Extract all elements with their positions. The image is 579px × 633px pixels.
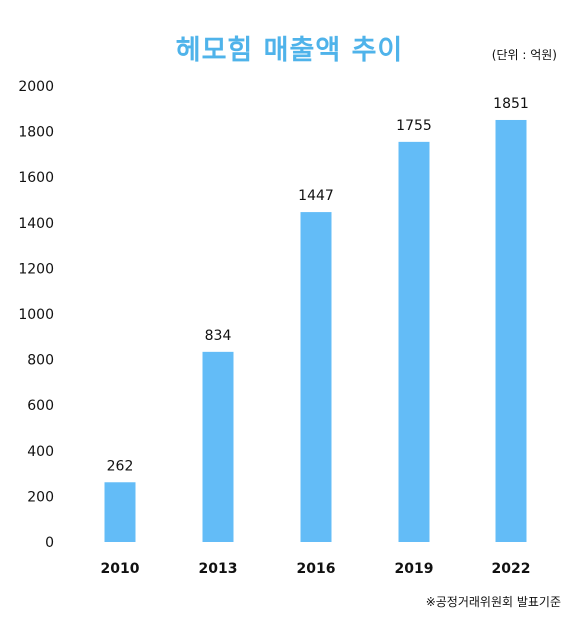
bar-2016 [300, 212, 332, 543]
value-label-2010: 262 [107, 458, 134, 474]
x-tick-label-2013: 2013 [199, 561, 238, 577]
bar-2013 [202, 351, 234, 542]
unit-note: (단위 : 억원) [491, 48, 557, 62]
y-tick-label-1: 200 [27, 489, 54, 505]
value-label-2016: 1447 [298, 188, 334, 204]
y-tick-label-10: 2000 [18, 79, 54, 95]
y-tick-label-3: 600 [27, 398, 54, 414]
y-tick-label-7: 1400 [18, 216, 54, 232]
value-label-2022: 1851 [493, 96, 529, 112]
x-tick-label-2016: 2016 [297, 561, 336, 577]
chart-title: 헤모힘 매출액 추이 [175, 35, 404, 66]
y-tick-label-4: 800 [27, 353, 54, 369]
y-tick-label-8: 1600 [18, 170, 54, 186]
source-note: ※공정거래위원회 발표기준 [425, 595, 561, 609]
bar-2019 [398, 141, 430, 543]
y-tick-label-0: 0 [45, 535, 54, 551]
x-tick-label-2019: 2019 [395, 561, 434, 577]
value-label-2013: 834 [205, 328, 232, 344]
y-tick-label-6: 1200 [18, 261, 54, 277]
y-tick-label-2: 400 [27, 444, 54, 460]
value-label-2019: 1755 [396, 118, 432, 134]
bar-2022 [495, 119, 527, 543]
x-tick-label-2022: 2022 [492, 561, 531, 577]
y-tick-label-9: 1800 [18, 125, 54, 141]
bar-2010 [104, 482, 136, 542]
y-tick-label-5: 1000 [18, 307, 54, 323]
x-tick-label-2010: 2010 [101, 561, 140, 577]
